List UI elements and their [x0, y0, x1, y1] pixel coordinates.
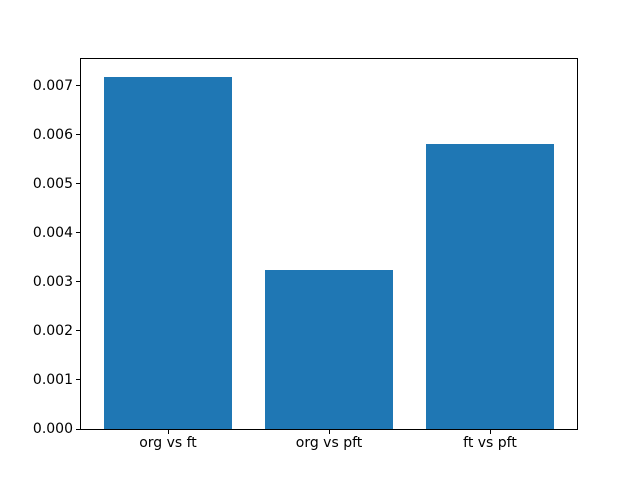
y-axis-tick-label: 0.003: [32, 273, 73, 290]
y-axis-tick-label: 0.002: [32, 322, 73, 339]
x-tick-mark: [490, 430, 491, 434]
y-axis-tick-label: 0.000: [32, 421, 73, 437]
y-axis-tick-label: 0.007: [32, 77, 73, 94]
y-tick-mark: [76, 232, 80, 234]
y-axis-tick-label: 0.005: [32, 175, 73, 192]
bar-org-vs-pft: [264, 270, 394, 429]
y-tick-mark: [76, 428, 80, 430]
x-axis-tick-label: org vs pft: [295, 435, 363, 451]
y-tick-mark: [76, 379, 80, 381]
y-tick-mark: [76, 134, 80, 136]
y-axis-tick-label: 0.004: [32, 224, 73, 241]
y-tick-mark: [76, 330, 80, 332]
y-tick-mark: [76, 85, 80, 86]
x-tick-mark: [329, 430, 330, 434]
y-tick-mark: [76, 183, 80, 185]
x-axis-tick-label: ft vs pft: [463, 435, 517, 451]
y-axis-tick-label: 0.001: [32, 371, 73, 388]
x-axis-tick-label: org vs ft: [139, 435, 197, 451]
y-tick-mark: [76, 281, 80, 283]
y-axis-tick-label: 0.006: [32, 126, 73, 143]
bar-ft-vs-pft: [425, 143, 555, 429]
plot-area: org vs ft org vs pft ft vs pft 0.000 0.001 0.…: [33, 58, 578, 451]
x-tick-mark: [168, 430, 169, 434]
bar-org-vs-ft: [103, 76, 233, 429]
